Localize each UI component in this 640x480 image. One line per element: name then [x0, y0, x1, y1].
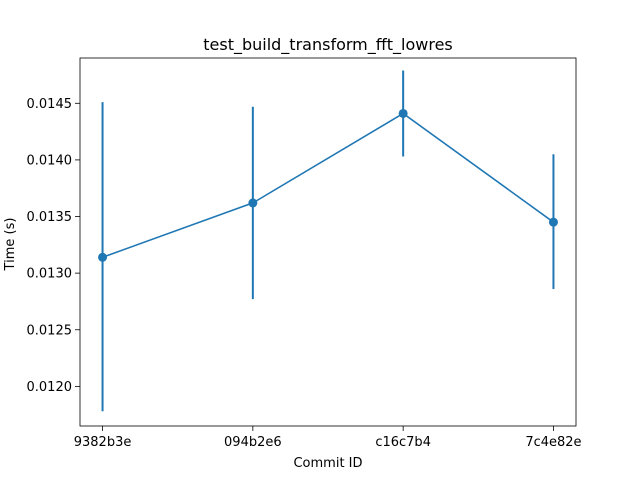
- chart-title: test_build_transform_fft_lowres: [203, 35, 453, 55]
- data-point: [398, 108, 408, 118]
- x-tick-label: 9382b3e: [74, 435, 132, 450]
- y-tick-label: 0.0130: [27, 267, 73, 282]
- plot-area: 9382b3e 094b2e6 c16c7b4 7c4e82e 0.0120 0.0125…: [27, 57, 582, 450]
- x-tick-label: 094b2e6: [224, 435, 282, 450]
- data-point: [248, 198, 258, 208]
- y-tick-label: 0.0125: [27, 323, 73, 338]
- data-point: [98, 252, 108, 262]
- axes-frame: [79, 57, 577, 427]
- series-line: [102, 112, 554, 259]
- x-axis-label: Commit ID: [293, 456, 362, 471]
- y-tick-label: 0.0135: [27, 210, 73, 225]
- y-tick-label: 0.0140: [27, 153, 73, 168]
- y-tick-label: 0.0145: [27, 97, 73, 112]
- data-point: [548, 217, 558, 227]
- x-tick-label: c16c7b4: [375, 435, 431, 450]
- x-tick-label: 7c4e82e: [525, 435, 581, 450]
- y-tick-label: 0.0120: [27, 380, 73, 395]
- y-axis-label: Time (s): [3, 218, 18, 272]
